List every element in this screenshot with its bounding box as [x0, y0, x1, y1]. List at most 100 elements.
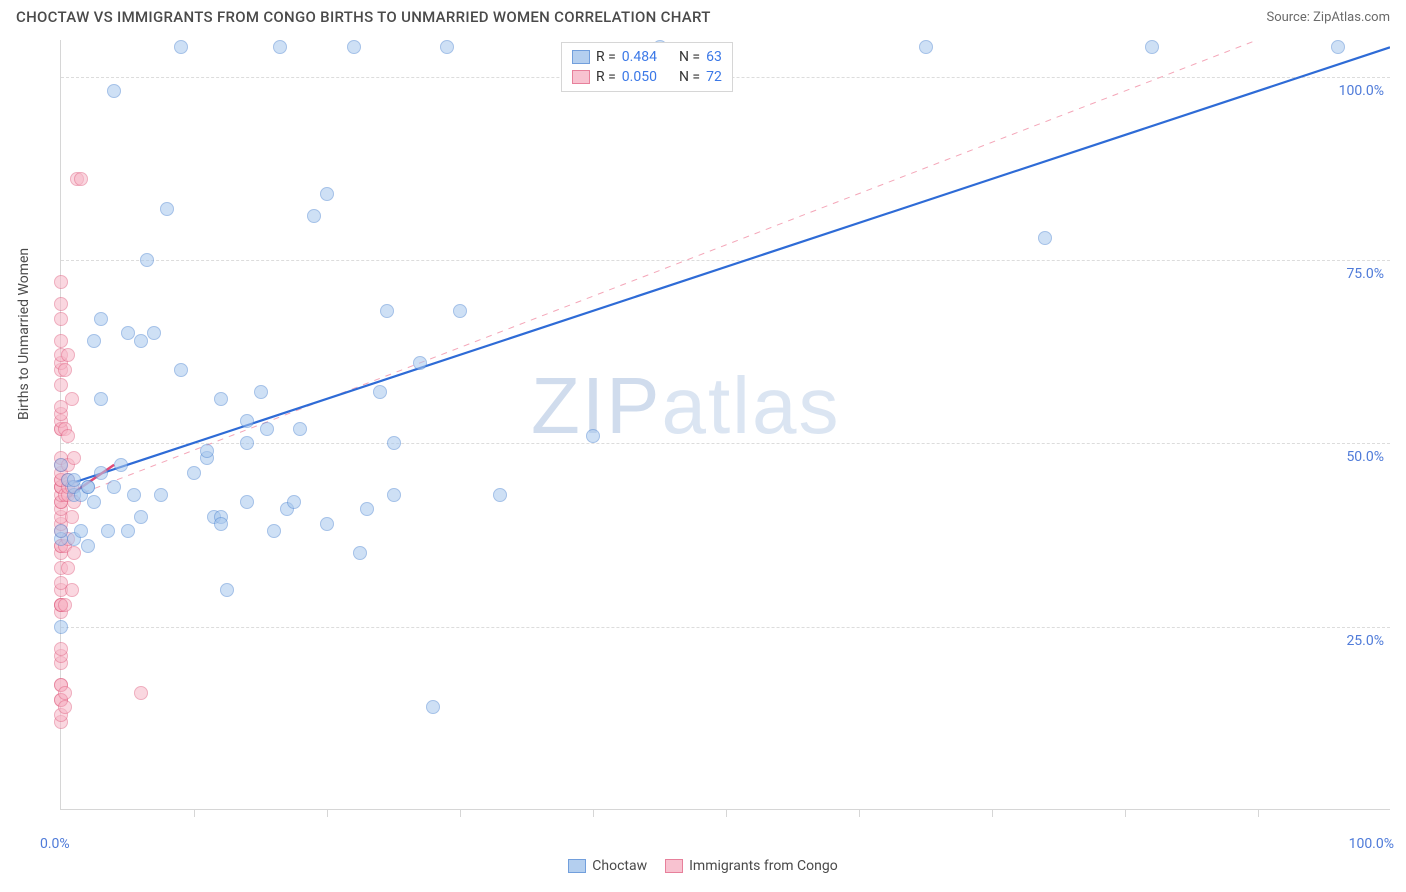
data-point — [67, 473, 81, 487]
data-point — [134, 686, 148, 700]
data-point — [58, 598, 72, 612]
data-point — [200, 444, 214, 458]
y-tick-label: 50.0% — [1346, 449, 1384, 465]
n-value-choctaw: 63 — [706, 49, 722, 65]
y-axis-label: Births to Unmarried Women — [16, 248, 32, 420]
chart-plot-area: ZIPatlas R = 0.484 N = 63 R = 0.050 N = … — [60, 40, 1390, 810]
legend-label-choctaw: Choctaw — [592, 858, 647, 874]
data-point — [347, 40, 361, 54]
data-point — [307, 209, 321, 223]
data-point — [127, 488, 141, 502]
data-point — [54, 458, 68, 472]
data-point — [147, 326, 161, 340]
data-point — [54, 312, 68, 326]
data-point — [426, 700, 440, 714]
data-point — [54, 642, 68, 656]
data-point — [140, 253, 154, 267]
legend-swatch-choctaw-bottom — [568, 859, 586, 873]
legend-swatch-congo-bottom — [665, 859, 683, 873]
data-point — [493, 488, 507, 502]
data-point — [121, 326, 135, 340]
data-point — [267, 524, 281, 538]
data-point — [387, 488, 401, 502]
legend-label-congo: Immigrants from Congo — [689, 858, 838, 874]
y-tick-label: 75.0% — [1346, 266, 1384, 282]
chart-source: Source: ZipAtlas.com — [1266, 10, 1390, 25]
data-point — [360, 502, 374, 516]
data-point — [87, 495, 101, 509]
data-point — [94, 466, 108, 480]
correlation-legend: R = 0.484 N = 63 R = 0.050 N = 72 — [561, 42, 733, 92]
data-point — [273, 40, 287, 54]
x-tick-100: 100.0% — [1349, 836, 1394, 852]
data-point — [61, 561, 75, 575]
data-point — [114, 458, 128, 472]
data-point — [240, 436, 254, 450]
data-point — [240, 495, 254, 509]
y-tick-label: 100.0% — [1339, 83, 1384, 99]
data-point — [919, 40, 933, 54]
data-point — [54, 378, 68, 392]
data-point — [240, 414, 254, 428]
data-point — [1038, 231, 1052, 245]
data-point — [54, 297, 68, 311]
data-point — [65, 510, 79, 524]
data-point — [65, 392, 79, 406]
data-point — [373, 385, 387, 399]
data-point — [74, 524, 88, 538]
data-point — [134, 334, 148, 348]
data-point — [54, 275, 68, 289]
data-point — [353, 546, 367, 560]
data-point — [174, 363, 188, 377]
data-point — [54, 524, 68, 538]
data-point — [187, 466, 201, 480]
data-point — [65, 583, 79, 597]
data-point — [160, 202, 174, 216]
data-point — [453, 304, 467, 318]
data-point — [154, 488, 168, 502]
r-value-congo: 0.050 — [622, 69, 657, 85]
data-point — [320, 187, 334, 201]
data-point — [58, 686, 72, 700]
data-point — [254, 385, 268, 399]
r-value-choctaw: 0.484 — [622, 49, 657, 65]
data-point — [61, 348, 75, 362]
data-point — [413, 356, 427, 370]
data-point — [380, 304, 394, 318]
data-point — [260, 422, 274, 436]
data-point — [94, 392, 108, 406]
data-point — [320, 517, 334, 531]
data-point — [74, 172, 88, 186]
data-point — [101, 524, 115, 538]
data-point — [81, 539, 95, 553]
data-point — [121, 524, 135, 538]
data-point — [87, 334, 101, 348]
data-point — [287, 495, 301, 509]
data-point — [134, 510, 148, 524]
series-legend: Choctaw Immigrants from Congo — [0, 858, 1406, 874]
data-point — [94, 312, 108, 326]
chart-title: CHOCTAW VS IMMIGRANTS FROM CONGO BIRTHS … — [16, 8, 711, 26]
y-tick-label: 25.0% — [1346, 633, 1384, 649]
data-point — [54, 620, 68, 634]
data-point — [54, 334, 68, 348]
data-point — [293, 422, 307, 436]
data-point — [1331, 40, 1345, 54]
data-point — [586, 429, 600, 443]
data-point — [107, 84, 121, 98]
data-point — [220, 583, 234, 597]
data-point — [174, 40, 188, 54]
data-point — [58, 700, 72, 714]
legend-swatch-congo — [572, 70, 590, 84]
data-point — [387, 436, 401, 450]
data-point — [107, 480, 121, 494]
data-point — [214, 392, 228, 406]
chart-header: CHOCTAW VS IMMIGRANTS FROM CONGO BIRTHS … — [0, 0, 1406, 30]
x-tick-0: 0.0% — [40, 836, 70, 852]
data-point — [58, 363, 72, 377]
data-point — [1145, 40, 1159, 54]
data-point — [214, 517, 228, 531]
data-point — [61, 429, 75, 443]
data-point — [81, 480, 95, 494]
legend-swatch-choctaw — [572, 50, 590, 64]
